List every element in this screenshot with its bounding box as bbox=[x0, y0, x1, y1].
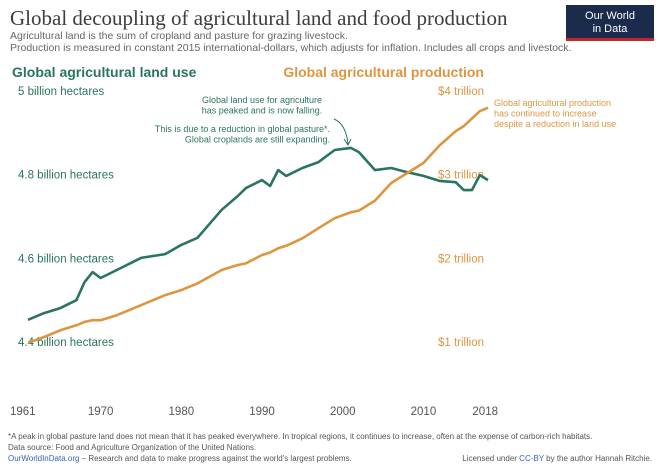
annotation: despite a reduction in land use bbox=[494, 119, 616, 129]
y-tick-label: 4.8 billion hectares bbox=[18, 170, 114, 182]
series-label: Global agricultural production bbox=[283, 64, 484, 80]
logo-text: in Data bbox=[593, 23, 629, 35]
logo[interactable]: Our World in Data bbox=[566, 5, 654, 41]
source: Data source: Food and Agriculture Organi… bbox=[8, 443, 256, 452]
annotation-arrowhead bbox=[343, 138, 352, 146]
annotation-arrow bbox=[333, 118, 349, 145]
y2-tick-label: $1 trillion bbox=[438, 337, 484, 349]
y2-tick-label: $3 trillion bbox=[438, 170, 484, 182]
x-tick-label: 1961 bbox=[10, 406, 36, 418]
series-line bbox=[27, 106, 489, 345]
footnote: *A peak in global pasture land does not … bbox=[8, 432, 592, 441]
logo-box bbox=[566, 5, 654, 41]
license-text: by the author Hannah Ritchie. bbox=[544, 454, 652, 463]
chart-title: Global decoupling of agricultural land a… bbox=[10, 6, 508, 30]
license: Licensed under CC-BY by the author Hanna… bbox=[462, 454, 652, 463]
footer: OurWorldInData.org – Research and data t… bbox=[8, 454, 352, 463]
license-link[interactable]: CC-BY bbox=[519, 454, 545, 463]
x-tick-label: 1990 bbox=[249, 406, 275, 418]
annotation: Global agricultural production bbox=[494, 98, 611, 108]
site-link[interactable]: OurWorldInData.org bbox=[8, 454, 79, 463]
y-tick-label: 4.4 billion hectares bbox=[18, 337, 114, 349]
annotation: This is due to a reduction in global pas… bbox=[155, 124, 330, 134]
logo-bar bbox=[566, 38, 654, 41]
annotation: Global land use for agriculture bbox=[202, 95, 322, 105]
x-tick-label: 2018 bbox=[472, 406, 498, 418]
annotation: has continued to increase bbox=[494, 109, 597, 119]
series-label: Global agricultural land use bbox=[12, 64, 197, 80]
tagline: – Research and data to make progress aga… bbox=[79, 454, 351, 463]
x-tick-label: 2010 bbox=[411, 406, 437, 418]
subtitle: Agricultural land is the sum of cropland… bbox=[10, 30, 348, 42]
x-tick-label: 1980 bbox=[169, 406, 195, 418]
y2-tick-label: $2 trillion bbox=[438, 253, 484, 265]
license-text: Licensed under bbox=[462, 454, 519, 463]
y2-tick-label: $4 trillion bbox=[438, 86, 484, 98]
annotation: Global croplands are still expanding. bbox=[185, 135, 330, 145]
annotation: has peaked and is now falling. bbox=[202, 106, 323, 116]
y-tick-label: 5 billion hectares bbox=[18, 86, 105, 98]
y-tick-label: 4.6 billion hectares bbox=[18, 253, 114, 265]
plot: 4.4 billion hectares 4.6 billion hectares… bbox=[10, 86, 616, 418]
x-tick-label: 2000 bbox=[330, 406, 356, 418]
x-tick-label: 1970 bbox=[88, 406, 114, 418]
subtitle: Production is measured in constant 2015 … bbox=[10, 42, 571, 54]
logo-text: Our World bbox=[585, 10, 635, 22]
series-line bbox=[27, 146, 489, 322]
